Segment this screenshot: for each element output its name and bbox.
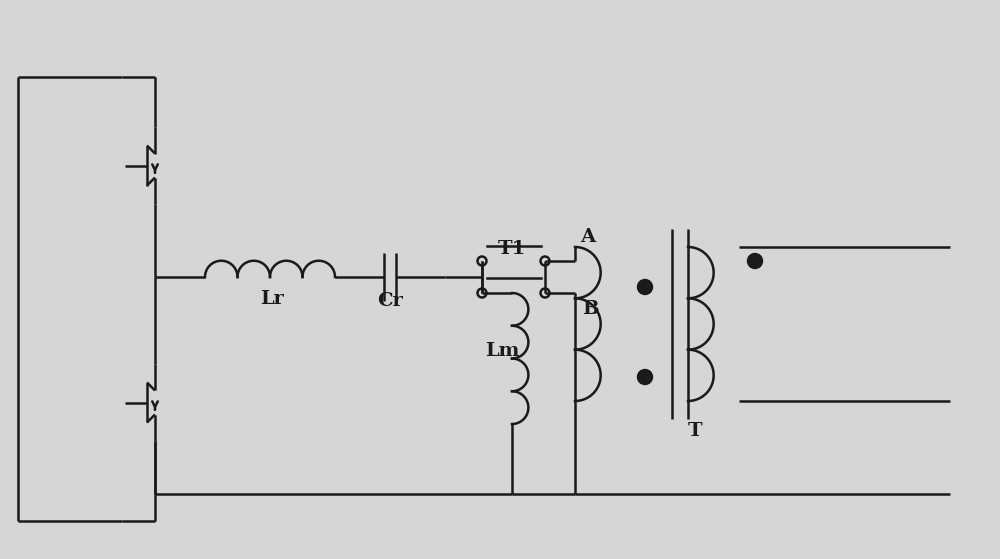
Circle shape bbox=[638, 280, 652, 295]
Text: T: T bbox=[688, 422, 702, 440]
Text: A: A bbox=[580, 228, 596, 246]
Circle shape bbox=[638, 369, 652, 385]
Text: Lm: Lm bbox=[485, 342, 519, 360]
Text: Lr: Lr bbox=[260, 290, 284, 308]
Circle shape bbox=[748, 253, 763, 268]
Text: T1: T1 bbox=[498, 240, 526, 258]
Text: Cr: Cr bbox=[377, 292, 403, 310]
Text: B: B bbox=[582, 300, 598, 318]
